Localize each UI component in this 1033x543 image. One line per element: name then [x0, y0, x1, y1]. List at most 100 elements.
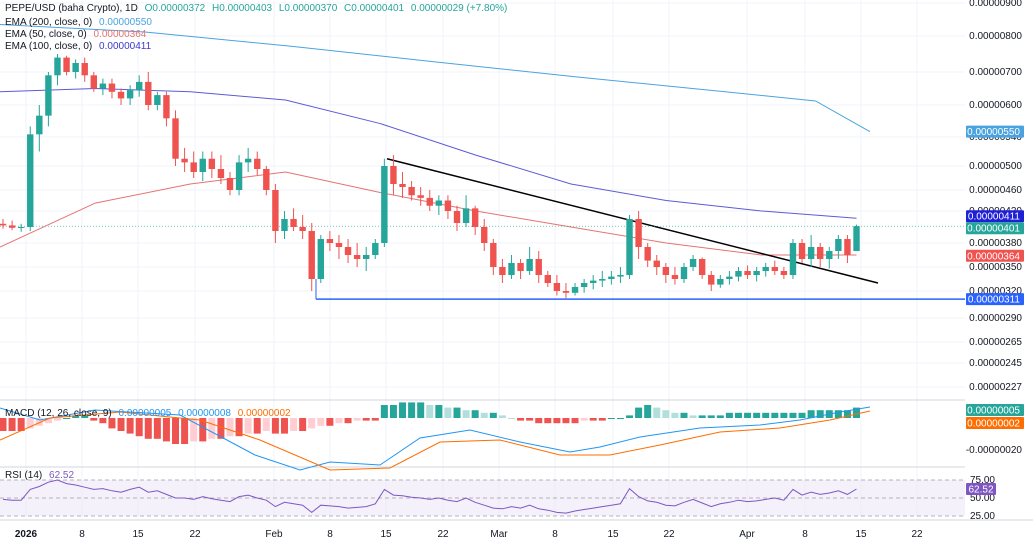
macd-histogram-bar: [217, 418, 225, 439]
macd-histogram-bar: [0, 418, 7, 431]
candle-body: [726, 276, 733, 279]
time-tick-label: 22: [437, 529, 449, 540]
candle-body: [462, 208, 470, 223]
candle-body: [662, 267, 670, 275]
rsi-pane: 75.00 50.00 25.00 62.52: [0, 475, 996, 522]
legend-macd[interactable]: MACD (12, 26, close, 9) 0.00000005 0.000…: [5, 408, 295, 420]
macd-histogram-bar: [635, 407, 643, 418]
price-badge: [966, 293, 1024, 306]
macd-histogram-bar: [144, 418, 152, 439]
candle-body: [408, 187, 415, 196]
rsi-label: RSI (14): [5, 470, 43, 481]
macd-histogram-bar: [816, 410, 824, 418]
price-badge: [966, 249, 1024, 262]
macd-histogram-bar: [135, 418, 143, 437]
candle-body: [535, 259, 542, 275]
candle-body: [753, 271, 760, 275]
legend-rsi[interactable]: RSI (14) 62.52: [5, 470, 78, 482]
candle-body: [471, 208, 479, 227]
macd-histogram-bar: [426, 405, 434, 418]
price-axis[interactable]: 0.00000900 0.00000800 0.00000700 0.00000600…: [969, 0, 1022, 393]
rsi-badge: [966, 482, 996, 495]
macd-histogram-bar: [589, 418, 597, 421]
time-tick-label: 8: [552, 529, 558, 540]
candle-body: [508, 263, 515, 275]
macd-histogram-bar: [72, 415, 80, 418]
macd-histogram-bar: [734, 412, 742, 418]
candle-body: [272, 190, 279, 231]
time-tick-label: 15: [132, 529, 144, 540]
time-axis[interactable]: 2026 8 15 22 Feb 8 15 22 Mar 8 15 22 Apr 8 15 22: [15, 529, 923, 540]
grid: [0, 0, 1033, 521]
macd-histogram-bar: [471, 410, 479, 418]
macd-value-1: 0.00000005: [118, 408, 172, 419]
candle-body: [290, 219, 297, 227]
macd-histogram-bar: [753, 412, 761, 418]
macd-histogram-bar: [553, 418, 561, 424]
macd-histogram-bar: [544, 418, 552, 424]
rsi-value: 62.52: [49, 470, 75, 481]
candle-body: [372, 243, 379, 255]
ema100-value: 0.00000411: [99, 41, 152, 52]
price-tick-label: 0.00000265: [969, 337, 1022, 348]
time-tick-label: Apr: [739, 529, 755, 540]
price-badge: [966, 125, 1024, 138]
price-tick-label: 0.00000900: [969, 0, 1022, 9]
macd-histogram-bar: [417, 402, 425, 418]
candle-body: [417, 195, 424, 198]
candle-body: [226, 178, 234, 190]
candle-body: [453, 211, 461, 223]
candle-body: [789, 243, 797, 275]
candle-body: [708, 275, 715, 285]
macd-histogram-bar: [326, 418, 334, 426]
rsi-tick-label: 25.00: [970, 511, 995, 522]
macd-histogram-bar: [244, 418, 252, 434]
macd-histogram-bar: [190, 418, 198, 442]
macd-histogram-bar: [308, 418, 316, 429]
time-tick-label: 15: [380, 529, 392, 540]
symbol-title: PEPE/USD (baha Crypto), 1D: [5, 3, 138, 14]
price-tick-label: 0.00000700: [969, 67, 1022, 78]
ema-lines: [0, 24, 871, 256]
macd-histogram-bar: [644, 405, 652, 418]
candle-body: [571, 287, 579, 293]
macd-histogram-bar: [762, 412, 770, 418]
price-badge-label: 0.00000311: [968, 295, 1021, 306]
legend-ema200[interactable]: EMA (200, close, 0) 0.00000550: [5, 17, 156, 29]
candle-body: [217, 169, 225, 178]
macd-histogram-bar: [580, 418, 588, 421]
macd-histogram-bar: [780, 412, 788, 418]
macd-histogram-bar: [280, 418, 288, 434]
ema200-line: [0, 24, 871, 133]
candle-body: [172, 118, 179, 159]
candle-body: [671, 275, 679, 279]
macd-signal-line: [0, 410, 871, 471]
candle-body: [608, 276, 615, 279]
candle-body: [698, 259, 706, 275]
time-tick-label: 2026: [15, 529, 38, 540]
price-tick-label: 0.00000800: [969, 31, 1022, 42]
macd-histogram-bar: [389, 405, 397, 418]
legend-ema50[interactable]: EMA (50, close, 0) 0.00000364: [5, 29, 150, 41]
legend-ema100[interactable]: EMA (100, close, 0) 0.00000411: [5, 41, 155, 53]
candle-body: [853, 226, 860, 251]
macd-histogram-bar: [153, 418, 161, 439]
macd-histogram-bar: [53, 418, 61, 421]
candle-body: [299, 227, 306, 231]
macd-histogram-bar: [853, 407, 861, 418]
candles: [0, 54, 860, 299]
candle-body: [353, 255, 361, 259]
candle-body: [36, 115, 43, 135]
candle-body: [435, 200, 443, 206]
price-badge: [966, 222, 1024, 235]
macd-histogram-bar: [689, 415, 697, 418]
candle-body: [281, 219, 288, 231]
candle-body: [381, 166, 388, 243]
high-value: H0.00000403: [212, 3, 273, 14]
ema50-label: EMA (50, close, 0): [5, 29, 87, 40]
candle-body: [72, 63, 79, 72]
macd-label: MACD (12, 26, close, 9): [5, 408, 112, 419]
candle-body: [644, 247, 651, 261]
